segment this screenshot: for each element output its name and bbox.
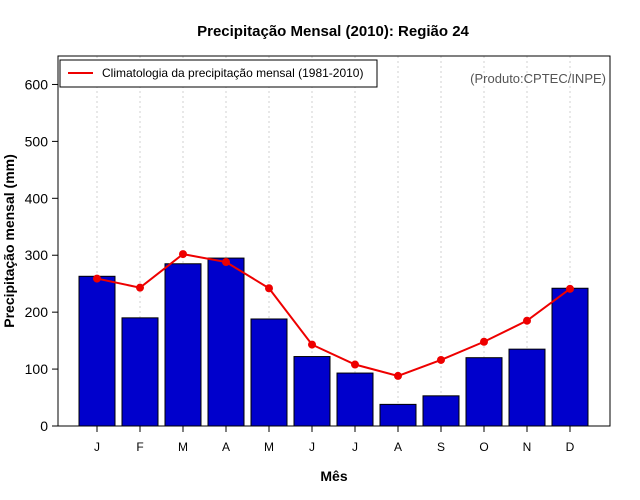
x-tick-label: M bbox=[264, 440, 274, 454]
bar-m-5 bbox=[250, 318, 288, 427]
x-tick-label: J bbox=[94, 440, 100, 454]
x-tick-label: F bbox=[136, 440, 143, 454]
bar-a-8 bbox=[379, 403, 417, 427]
bar-o-10 bbox=[465, 357, 503, 427]
climatology-point bbox=[523, 316, 531, 325]
climatology-point bbox=[179, 250, 187, 259]
x-tick-label: A bbox=[222, 440, 230, 454]
x-tick-label: J bbox=[352, 440, 358, 454]
y-axis: 0 100 200 300 400 500 600 bbox=[25, 76, 58, 434]
x-tick-label: A bbox=[394, 440, 402, 454]
y-tick-label: 100 bbox=[25, 361, 49, 377]
legend-box bbox=[59, 59, 378, 88]
y-tick-label: 0 bbox=[40, 418, 48, 434]
y-tick-label: 300 bbox=[25, 247, 49, 263]
y-axis-label: Precipitação mensal (mm) bbox=[1, 154, 17, 328]
climatology-point bbox=[437, 355, 445, 364]
chart-title: Precipitação Mensal (2010): Região 24 bbox=[197, 23, 469, 40]
y-tick-label: 600 bbox=[25, 76, 49, 92]
bar-d-12 bbox=[551, 287, 589, 427]
climatology-point bbox=[265, 284, 273, 293]
x-axis-label: Mês bbox=[320, 468, 347, 484]
x-tick-label: O bbox=[479, 440, 488, 454]
x-tick-label: M bbox=[178, 440, 188, 454]
bar-j-1 bbox=[78, 275, 116, 427]
climatology-point bbox=[308, 340, 316, 349]
climatology-point bbox=[93, 274, 101, 283]
credit-annotation: (Produto:CPTEC/INPE) bbox=[470, 71, 606, 86]
x-tick-label: D bbox=[566, 440, 575, 454]
bar-n-11 bbox=[508, 348, 546, 427]
climatology-point bbox=[222, 258, 230, 267]
climatology-point bbox=[351, 360, 359, 369]
climatology-point bbox=[136, 283, 144, 292]
climatology-line-path bbox=[96, 253, 571, 377]
y-tick-label: 200 bbox=[25, 304, 49, 320]
bar-m-3 bbox=[164, 263, 202, 427]
grid-lines bbox=[96, 56, 571, 426]
bars bbox=[78, 257, 589, 427]
x-tick-label: S bbox=[437, 440, 445, 454]
y-tick-label: 500 bbox=[25, 133, 49, 149]
bar-f-2 bbox=[121, 317, 159, 427]
bar-a-4 bbox=[207, 257, 245, 427]
climatology-point bbox=[480, 337, 488, 346]
y-tick-label: 400 bbox=[25, 190, 49, 206]
plot-frame bbox=[57, 55, 611, 427]
climatology-point bbox=[394, 371, 402, 380]
x-tick-label: N bbox=[523, 440, 532, 454]
bar-j-6 bbox=[293, 356, 331, 427]
legend-label: Climatologia da precipitação mensal (198… bbox=[102, 66, 363, 80]
legend: Climatologia da precipitação mensal (198… bbox=[59, 59, 378, 88]
x-tick-label: J bbox=[309, 440, 315, 454]
climatology-point bbox=[566, 284, 574, 293]
bar-s-9 bbox=[422, 395, 460, 427]
climatology-line bbox=[93, 250, 574, 380]
bar-j-7 bbox=[336, 372, 374, 427]
